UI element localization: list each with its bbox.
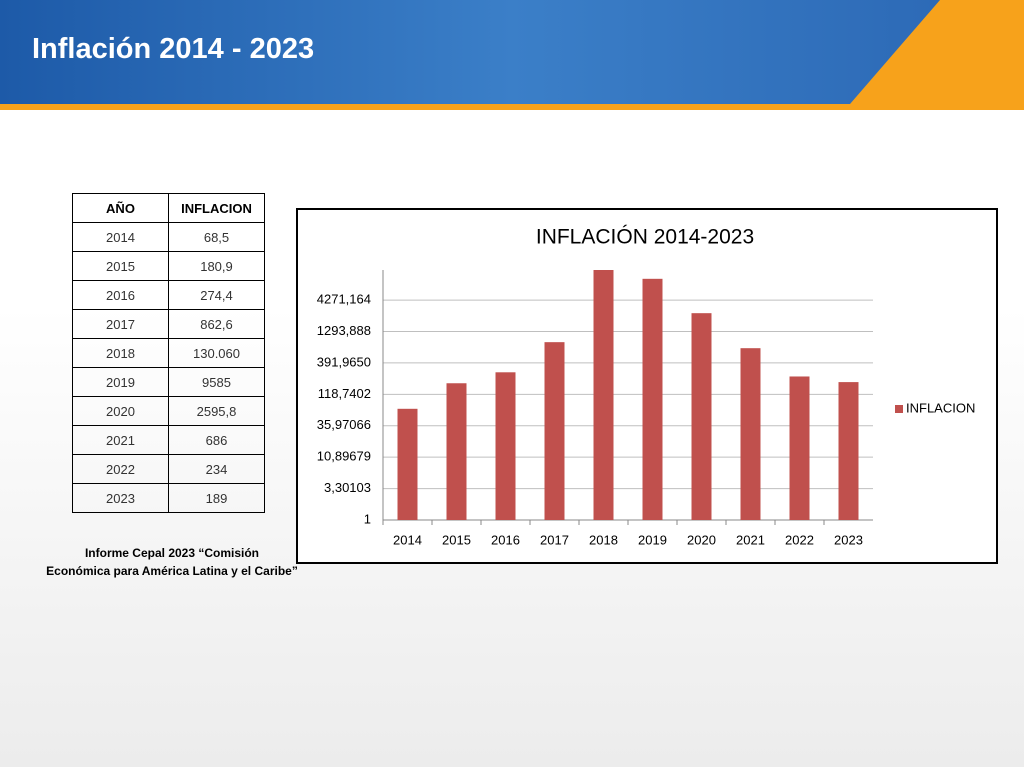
y-tick-label: 391,9650 bbox=[317, 354, 371, 369]
plot-area bbox=[397, 270, 859, 520]
x-tick-label: 2015 bbox=[442, 532, 471, 547]
bar bbox=[544, 342, 565, 520]
table-cell: 2022 bbox=[72, 454, 169, 484]
table-cell: 2020 bbox=[72, 396, 169, 426]
header-band bbox=[0, 0, 1024, 104]
y-tick-label: 4271,164 bbox=[317, 292, 371, 307]
bar bbox=[740, 348, 761, 520]
table-row: 2019 9585 bbox=[72, 367, 265, 397]
table-cell: 2017 bbox=[72, 309, 169, 339]
table-cell: 189 bbox=[168, 483, 265, 513]
caption-line: Informe Cepal 2023 “Comisión bbox=[84, 546, 260, 560]
bar bbox=[397, 408, 418, 520]
bar bbox=[642, 278, 663, 520]
header-accent bbox=[0, 0, 1024, 110]
table-cell: 862,6 bbox=[168, 309, 265, 339]
x-tick-label: 2017 bbox=[540, 532, 569, 547]
data-table: AÑO INFLACION 2014 68,5 2015 180,9 2016 274,4 20… bbox=[72, 193, 265, 513]
table-cell: 686 bbox=[168, 425, 265, 455]
bar bbox=[495, 372, 516, 520]
bar bbox=[593, 270, 614, 520]
y-tick-label: 1 bbox=[364, 511, 371, 526]
bar bbox=[446, 383, 467, 520]
table-cell: 2016 bbox=[72, 280, 169, 310]
y-tick-label: 1293,888 bbox=[317, 323, 371, 338]
table-cell: AÑO bbox=[72, 193, 169, 223]
legend-label: INFLACION bbox=[906, 400, 975, 415]
table-cell: 2014 bbox=[72, 222, 169, 252]
chart-title: INFLACIÓN 2014-2023 bbox=[536, 226, 754, 249]
table-cell: INFLACION bbox=[168, 193, 265, 223]
caption-line: Económica para América Latina y el Carib… bbox=[46, 564, 298, 578]
table-cell: 2019 bbox=[72, 367, 169, 397]
table-cell: 2023 bbox=[72, 483, 169, 513]
table-row: 2014 68,5 bbox=[72, 222, 265, 252]
y-tick-label: 3,30103 bbox=[324, 480, 371, 495]
bar bbox=[691, 313, 712, 520]
table-row: 2017 862,6 bbox=[72, 309, 265, 339]
table-row: 2023 189 bbox=[72, 483, 265, 513]
legend-swatch bbox=[895, 405, 903, 413]
caption: Informe Cepal 2023 “Comisión Económica p… bbox=[22, 544, 322, 580]
y-tick-label: 10,89679 bbox=[317, 449, 371, 464]
x-tick-label: 2018 bbox=[589, 532, 618, 547]
x-tick-label: 2016 bbox=[491, 532, 520, 547]
x-tick-label: 2021 bbox=[736, 532, 765, 547]
table-row: AÑO INFLACION bbox=[72, 193, 265, 223]
table-row: 2015 180,9 bbox=[72, 251, 265, 281]
bar bbox=[789, 376, 810, 520]
bar bbox=[838, 382, 859, 520]
table-cell: 2595,8 bbox=[168, 396, 265, 426]
table-cell: 180,9 bbox=[168, 251, 265, 281]
y-tick-label: 118,7402 bbox=[318, 386, 371, 401]
x-tick-label: 2023 bbox=[834, 532, 863, 547]
x-tick-label: 2014 bbox=[393, 532, 422, 547]
x-tick-label: 2022 bbox=[785, 532, 814, 547]
table-row: 2020 2595,8 bbox=[72, 396, 265, 426]
x-tick-label: 2020 bbox=[687, 532, 716, 547]
x-tick-label: 2019 bbox=[638, 532, 667, 547]
y-tick-label: 35,97066 bbox=[317, 417, 371, 432]
slide-title: Inflación 2014 - 2023 bbox=[32, 33, 315, 65]
